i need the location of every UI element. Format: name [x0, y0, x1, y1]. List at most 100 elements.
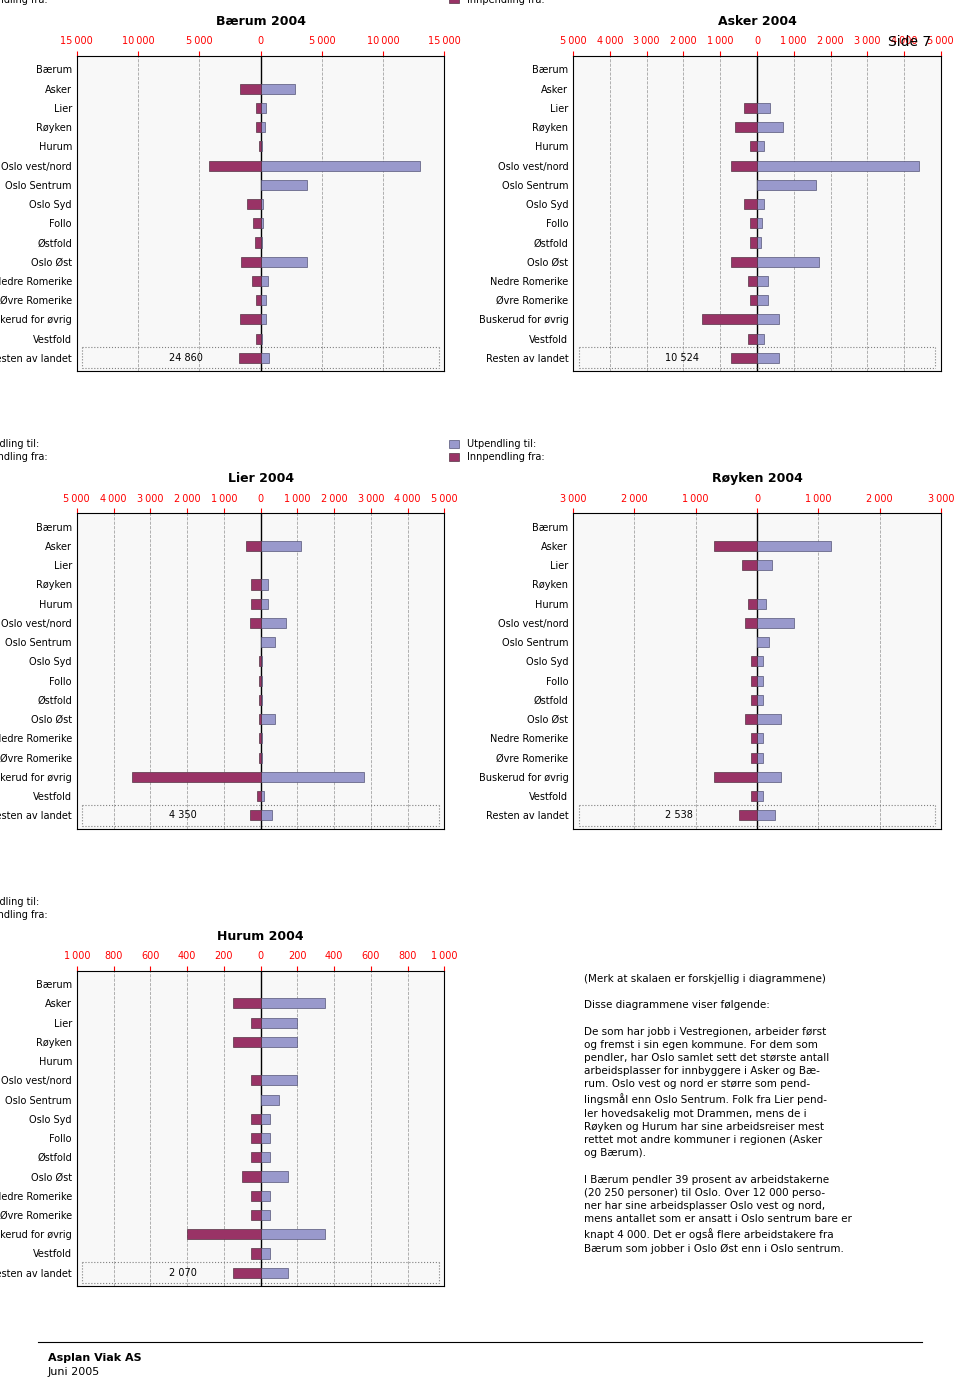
Bar — [259, 675, 260, 685]
Bar — [757, 334, 764, 344]
Bar — [260, 180, 307, 190]
Bar — [260, 1095, 279, 1104]
Bar — [738, 811, 757, 821]
Bar — [252, 1075, 260, 1085]
Bar — [260, 541, 301, 551]
Bar — [260, 352, 269, 363]
Bar — [255, 334, 260, 344]
Legend: Utpendling til:, Innpendling fra:: Utpendling til:, Innpendling fra: — [449, 439, 544, 463]
Bar — [757, 275, 768, 287]
Bar — [757, 657, 763, 667]
Bar — [252, 579, 260, 590]
Bar — [748, 598, 757, 608]
Bar — [260, 141, 262, 151]
Bar — [257, 791, 260, 801]
Bar — [260, 598, 268, 608]
Bar — [260, 84, 295, 94]
Bar — [757, 791, 763, 801]
Bar — [757, 561, 772, 570]
Title: Røyken 2004: Røyken 2004 — [711, 473, 803, 485]
Bar — [751, 657, 757, 667]
Bar — [247, 199, 260, 210]
Bar — [241, 257, 260, 267]
Bar — [260, 675, 262, 685]
Bar — [260, 295, 266, 305]
Bar — [735, 122, 757, 133]
Bar — [233, 998, 260, 1008]
Bar — [751, 675, 757, 685]
Bar — [757, 618, 794, 628]
Bar — [757, 180, 816, 190]
Bar — [209, 161, 260, 171]
Bar — [252, 1018, 260, 1028]
Bar — [260, 257, 307, 267]
Bar — [252, 1209, 260, 1220]
Bar — [751, 734, 757, 744]
Bar — [252, 1152, 260, 1162]
Bar — [260, 161, 420, 171]
Bar — [260, 1172, 288, 1181]
Bar — [252, 598, 260, 608]
Bar — [757, 637, 769, 647]
Bar — [260, 334, 262, 344]
Bar — [744, 199, 757, 210]
Text: Side 7: Side 7 — [888, 35, 931, 49]
Text: 24 860: 24 860 — [169, 352, 203, 363]
Bar — [260, 1152, 270, 1162]
Bar — [252, 1191, 260, 1201]
Bar — [239, 352, 260, 363]
Bar — [260, 1268, 288, 1278]
Bar — [255, 295, 260, 305]
Bar — [260, 1209, 270, 1220]
Bar — [250, 811, 260, 821]
Bar — [260, 752, 262, 763]
Bar — [259, 734, 260, 744]
Bar — [240, 84, 260, 94]
Bar — [260, 579, 268, 590]
Bar — [748, 275, 757, 287]
Bar — [260, 1191, 270, 1201]
Title: Asker 2004: Asker 2004 — [717, 15, 797, 28]
Bar — [714, 772, 757, 781]
Bar — [259, 752, 260, 763]
Bar — [233, 1268, 260, 1278]
Text: 2 070: 2 070 — [169, 1268, 197, 1278]
Bar — [751, 695, 757, 705]
Title: Hurum 2004: Hurum 2004 — [217, 930, 304, 942]
Legend: Utpendling til:, Innpendling fra:: Utpendling til:, Innpendling fra: — [0, 439, 48, 463]
Bar — [757, 714, 781, 724]
Bar — [732, 352, 757, 363]
Bar — [757, 772, 781, 781]
Bar — [246, 541, 260, 551]
Title: Lier 2004: Lier 2004 — [228, 473, 294, 485]
Bar — [750, 218, 757, 228]
Text: Asplan Viak AS: Asplan Viak AS — [48, 1353, 142, 1363]
Bar — [751, 791, 757, 801]
Bar — [260, 657, 262, 667]
Bar — [260, 998, 325, 1008]
Bar — [748, 334, 757, 344]
Bar — [260, 734, 262, 744]
Bar — [702, 315, 757, 324]
Bar — [132, 772, 260, 781]
Bar — [187, 1229, 260, 1239]
Bar — [260, 714, 276, 724]
Bar — [757, 122, 782, 133]
Bar — [757, 257, 820, 267]
Bar — [260, 1037, 298, 1047]
Bar — [757, 752, 763, 763]
Bar — [750, 295, 757, 305]
Bar — [260, 811, 272, 821]
Bar — [260, 199, 263, 210]
Legend: Utpendling til:, Innpendling fra:: Utpendling til:, Innpendling fra: — [0, 0, 48, 4]
Bar — [757, 315, 779, 324]
Bar — [260, 103, 266, 113]
Bar — [250, 618, 260, 628]
Bar — [260, 695, 262, 705]
Bar — [757, 541, 830, 551]
Legend: Utpendling til:, Innpendling fra:: Utpendling til:, Innpendling fra: — [0, 896, 48, 920]
Bar — [260, 238, 262, 247]
Bar — [757, 103, 770, 113]
Bar — [260, 1248, 270, 1258]
Bar — [260, 122, 265, 133]
